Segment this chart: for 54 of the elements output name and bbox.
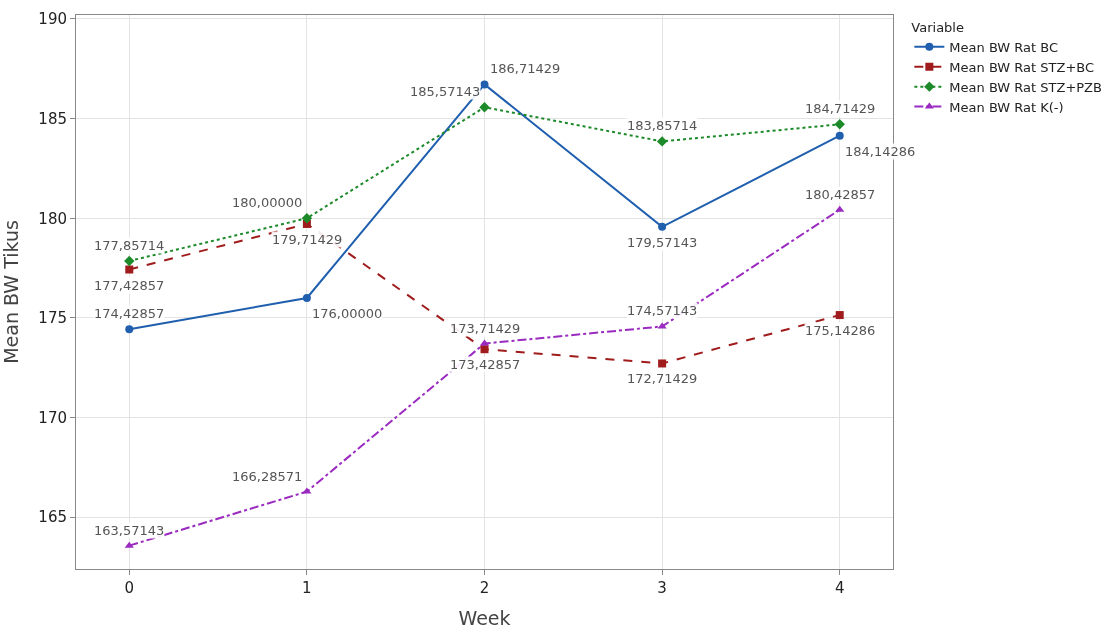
data-label: 173,42857 <box>450 357 521 372</box>
data-label: 184,71429 <box>805 101 876 116</box>
y-tick-label: 170 <box>38 408 67 427</box>
data-label: 185,57143 <box>410 84 481 99</box>
point <box>835 131 844 140</box>
legend-label: Mean BW Rat STZ+BC <box>949 59 1095 75</box>
legend-label: Mean BW Rat BC <box>949 39 1059 55</box>
point <box>124 541 134 548</box>
x-tick-label: 2 <box>479 579 490 597</box>
x-tick-label: 3 <box>657 579 667 597</box>
data-label: 180,00000 <box>232 195 303 210</box>
data-label: 172,71429 <box>627 371 698 386</box>
point <box>835 205 845 212</box>
point <box>656 136 668 147</box>
data-label: 186,71429 <box>490 61 561 76</box>
point <box>124 255 135 267</box>
data-label: 177,85714 <box>94 238 165 253</box>
data-label: 174,42857 <box>94 306 165 321</box>
point <box>834 119 845 130</box>
data-label: 176,00000 <box>312 306 383 321</box>
point <box>479 102 490 113</box>
data-label: 166,28571 <box>232 469 303 484</box>
data-label: 163,57143 <box>94 523 165 538</box>
data-label: 180,42857 <box>805 187 876 202</box>
data-label: 177,42857 <box>94 278 165 293</box>
legend-title: Variable <box>911 19 964 35</box>
legend-label: Mean BW Rat K(-) <box>949 99 1064 115</box>
point <box>301 213 313 224</box>
y-tick-label: 185 <box>38 109 67 128</box>
data-label: 183,85714 <box>627 118 698 133</box>
point <box>302 293 311 302</box>
x-tick-label: 0 <box>124 579 135 597</box>
y-axis-title: Mean BW Tikus <box>0 220 22 364</box>
x-tick-label: 4 <box>834 579 845 597</box>
y-tick-label: 180 <box>38 209 67 228</box>
data-label: 179,71429 <box>272 232 343 247</box>
x-tick-label: 1 <box>302 579 312 597</box>
point <box>125 265 134 274</box>
y-tick-label: 190 <box>38 10 67 29</box>
data-label: 174,57143 <box>627 303 698 318</box>
point <box>480 80 489 89</box>
point <box>302 487 312 494</box>
data-label: 175,14286 <box>805 323 876 338</box>
point <box>835 311 844 320</box>
y-tick-label: 175 <box>38 309 67 328</box>
data-label: 179,57143 <box>627 235 698 250</box>
data-label: 173,71429 <box>450 321 521 336</box>
y-tick-label: 165 <box>38 508 67 527</box>
point <box>125 325 134 334</box>
x-axis-title: Week <box>458 606 511 629</box>
point <box>658 222 667 231</box>
point <box>658 359 667 368</box>
legend-label: Mean BW Rat STZ+PZB <box>949 79 1102 95</box>
data-label: 184,14286 <box>845 144 916 159</box>
